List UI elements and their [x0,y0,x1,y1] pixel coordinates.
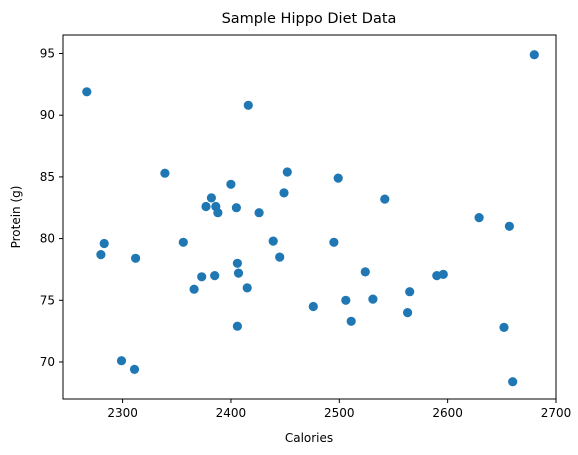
x-axis-label: Calories [285,431,333,445]
y-tick-label: 90 [40,108,55,122]
data-point [99,238,109,249]
data-point [508,377,518,387]
data-point [438,269,448,279]
data-point [213,208,223,218]
data-point [243,100,253,110]
y-axis-ticks: 70 75 80 85 90 95 [40,47,63,369]
data-point [474,213,484,223]
data-point [499,322,509,332]
data-point [403,308,413,318]
y-tick-label: 85 [40,170,55,184]
data-point [360,267,370,277]
x-tick-label: 2700 [541,406,572,420]
data-point [189,284,199,294]
data-point [254,208,264,218]
data-point [210,271,220,281]
y-axis-label: Protein (g) [9,186,23,249]
y-tick-label: 75 [40,293,55,307]
x-tick-label: 2400 [216,406,247,420]
data-point [178,237,188,247]
data-point [368,294,378,304]
data-point [201,201,211,212]
data-point [232,258,242,268]
data-point [96,250,106,260]
data-point [346,316,356,326]
data-point [333,173,343,183]
data-point [231,203,241,213]
data-point [116,356,127,366]
data-point [226,179,236,189]
data-point [82,87,92,97]
data-point [131,253,141,263]
data-point [405,287,415,297]
data-points [82,50,539,387]
data-point [160,168,170,178]
data-point [268,236,278,246]
data-point [242,283,252,293]
data-point [275,252,285,262]
data-point [282,167,292,177]
plot-area-frame [62,34,557,400]
data-point [341,295,351,305]
data-point [504,221,514,231]
chart-title: Sample Hippo Diet Data [222,11,397,27]
data-point [232,321,242,331]
data-point [308,301,318,312]
x-tick-label: 2600 [432,406,463,420]
data-point [129,364,140,374]
data-point [329,237,339,247]
data-point [197,272,207,282]
x-tick-label: 2500 [324,406,355,420]
data-point [529,50,539,60]
data-point [206,193,216,203]
data-point [279,188,289,198]
y-tick-label: 80 [40,232,55,246]
data-point [380,194,390,204]
y-tick-label: 70 [40,355,55,369]
y-tick-label: 95 [40,47,55,61]
x-axis-ticks: 2300 2400 2500 2600 2700 [107,399,571,420]
x-tick-label: 2300 [107,406,138,420]
data-point [233,268,244,278]
